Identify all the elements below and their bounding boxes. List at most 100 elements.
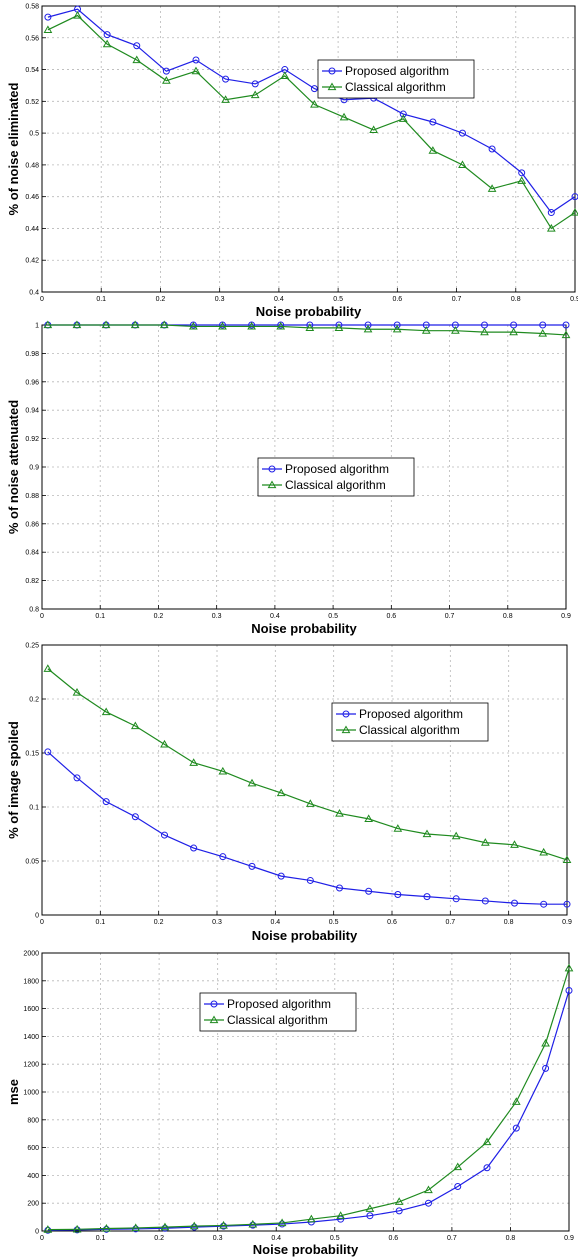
data-point-triangle xyxy=(132,55,142,64)
series-classical xyxy=(43,11,578,232)
data-point-triangle xyxy=(422,829,432,838)
legend-marker-triangle xyxy=(341,725,351,734)
y-tick-label: 1800 xyxy=(23,978,39,985)
series-proposed xyxy=(44,748,571,908)
x-tick-label: 0.3 xyxy=(212,919,222,926)
plot-frame xyxy=(41,5,576,293)
legend-marker-triangle xyxy=(267,480,277,489)
data-point-triangle xyxy=(250,90,260,99)
x-tick-label: 0.8 xyxy=(511,296,521,303)
data-point-triangle xyxy=(453,1162,463,1171)
data-point-triangle xyxy=(363,324,373,333)
data-point-circle xyxy=(452,895,460,903)
data-point-circle xyxy=(73,774,81,782)
x-tick-label: 0.1 xyxy=(96,1235,106,1242)
x-tick-label: 0.4 xyxy=(271,1235,281,1242)
y-tick-label: 0 xyxy=(35,1229,39,1236)
data-point-triangle xyxy=(562,855,572,864)
data-point-circle xyxy=(394,890,402,898)
data-point-triangle xyxy=(218,321,227,330)
y-tick-label: 0.25 xyxy=(25,643,39,650)
data-point-triangle xyxy=(160,739,169,748)
x-tick-label: 0 xyxy=(40,919,44,926)
data-point-circle xyxy=(161,831,168,839)
data-point-circle xyxy=(190,844,198,852)
x-axis-label: Noise probability xyxy=(252,928,358,943)
x-tick-label: 0.6 xyxy=(392,296,402,303)
data-point-triangle xyxy=(189,1221,199,1230)
data-point-triangle xyxy=(421,326,431,334)
data-point-circle xyxy=(518,169,526,177)
y-tick-label: 0.92 xyxy=(25,436,39,443)
data-point-triangle xyxy=(247,778,257,787)
data-point-circle xyxy=(251,80,259,88)
data-point-triangle xyxy=(546,223,556,232)
data-point-triangle xyxy=(480,838,490,846)
data-point-triangle xyxy=(280,71,290,80)
data-point-triangle xyxy=(451,831,461,840)
data-point-triangle xyxy=(365,1204,375,1212)
x-tick-label: 0.1 xyxy=(95,613,105,620)
data-point-triangle xyxy=(564,963,574,972)
data-point-triangle xyxy=(339,112,349,121)
x-tick-label: 0.8 xyxy=(503,613,513,620)
legend-label: Proposed algorithm xyxy=(345,64,449,78)
data-point-circle xyxy=(483,1164,491,1172)
data-point-circle xyxy=(511,899,518,907)
data-point-triangle xyxy=(334,323,344,331)
x-tick-label: 0.5 xyxy=(328,613,338,620)
x-tick-label: 0.9 xyxy=(570,296,578,303)
data-point-triangle xyxy=(451,326,460,334)
series-classical xyxy=(43,664,572,864)
data-point-triangle xyxy=(570,208,578,216)
data-point-circle xyxy=(336,884,343,892)
chart-mse: 0 0.1 0.2 0.3 0.4 0.5 0.6 0.7 0.8 0.9 0 200 400 600 80… xyxy=(6,951,574,1258)
data-point-triangle xyxy=(398,114,408,122)
y-tick-label: 0.54 xyxy=(25,67,39,74)
x-tick-label: 0.3 xyxy=(215,296,225,303)
grid-lines xyxy=(41,644,568,916)
y-tick-label: 0.05 xyxy=(25,859,39,866)
data-point-triangle xyxy=(159,320,169,329)
legend-marker-triangle xyxy=(327,82,337,91)
data-point-triangle xyxy=(541,1038,550,1047)
data-point-circle xyxy=(458,129,466,137)
x-tick-label: 0.8 xyxy=(504,919,514,926)
data-point-triangle xyxy=(130,320,140,329)
y-tick-label: 600 xyxy=(27,1145,39,1152)
x-tick-label: 0.3 xyxy=(213,1235,223,1242)
data-point-triangle xyxy=(43,664,53,672)
y-axis-label: % of noise eliminated xyxy=(6,82,21,215)
data-point-triangle xyxy=(101,707,111,716)
series-line xyxy=(47,14,576,230)
x-tick-label: 0.2 xyxy=(154,1235,164,1242)
data-point-circle xyxy=(44,1226,52,1234)
y-tick-label: 0.98 xyxy=(25,351,39,358)
x-tick-label: 0.2 xyxy=(154,919,164,926)
y-tick-label: 0.46 xyxy=(25,194,39,201)
data-point-triangle xyxy=(72,1224,82,1233)
data-point-triangle xyxy=(73,11,82,19)
data-point-circle xyxy=(306,876,314,884)
data-point-circle xyxy=(512,1124,520,1132)
data-point-triangle xyxy=(480,327,489,336)
y-tick-label: 0.15 xyxy=(25,751,39,758)
x-tick-label: 0 xyxy=(40,296,44,303)
data-point-circle xyxy=(364,321,372,329)
y-tick-label: 0.86 xyxy=(25,521,39,528)
data-point-circle xyxy=(102,798,110,806)
x-tick-label: 0 xyxy=(40,1235,44,1242)
legend-label: Classical algorithm xyxy=(285,478,386,492)
x-tick-label: 0.6 xyxy=(387,919,397,926)
data-point-circle xyxy=(366,1212,374,1220)
legend-box xyxy=(331,702,489,742)
x-tick-label: 0.4 xyxy=(274,296,284,303)
y-tick-label: 0.52 xyxy=(25,99,39,106)
legend-label: Proposed algorithm xyxy=(359,707,463,721)
data-point-circle xyxy=(395,1207,403,1215)
data-point-triangle xyxy=(428,146,438,154)
legend: Proposed algorithm Classical algorithm xyxy=(257,457,415,497)
series-line xyxy=(47,751,567,905)
data-point-triangle xyxy=(539,847,549,856)
data-point-circle xyxy=(133,42,141,50)
